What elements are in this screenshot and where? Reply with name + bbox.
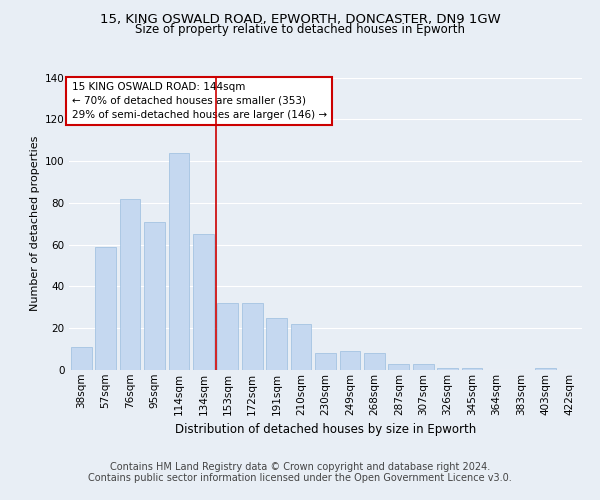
Bar [340,351,361,370]
Bar [242,303,263,370]
Bar [144,222,165,370]
Bar [95,246,116,370]
Bar [217,303,238,370]
Bar [364,354,385,370]
Bar [413,364,434,370]
Bar [119,198,140,370]
X-axis label: Distribution of detached houses by size in Epworth: Distribution of detached houses by size … [175,423,476,436]
Bar [71,347,92,370]
Bar [461,368,482,370]
Bar [193,234,214,370]
Text: Contains HM Land Registry data © Crown copyright and database right 2024.
Contai: Contains HM Land Registry data © Crown c… [88,462,512,483]
Text: 15 KING OSWALD ROAD: 144sqm
← 70% of detached houses are smaller (353)
29% of se: 15 KING OSWALD ROAD: 144sqm ← 70% of det… [71,82,326,120]
Text: 15, KING OSWALD ROAD, EPWORTH, DONCASTER, DN9 1GW: 15, KING OSWALD ROAD, EPWORTH, DONCASTER… [100,12,500,26]
Bar [266,318,287,370]
Bar [315,354,336,370]
Bar [169,152,190,370]
Bar [290,324,311,370]
Bar [388,364,409,370]
Y-axis label: Number of detached properties: Number of detached properties [29,136,40,312]
Text: Size of property relative to detached houses in Epworth: Size of property relative to detached ho… [135,24,465,36]
Bar [535,368,556,370]
Bar [437,368,458,370]
